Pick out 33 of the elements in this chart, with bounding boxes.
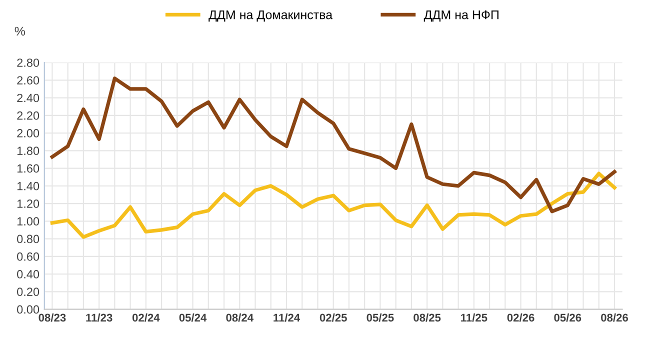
x-tick-label: 11/25 [461,313,488,322]
legend-label: ДДМ на Домакинства [208,10,333,22]
x-tick-label: 02/24 [132,313,160,322]
y-tick-label: 0.00 [17,305,40,314]
x-tick-label: 08/25 [414,313,441,322]
line-series [50,76,616,214]
y-tick-label: 2.60 [17,76,40,85]
x-tick-label: 11/24 [274,313,300,322]
x-tick-label: 08/26 [601,313,628,322]
y-tick-label: 1.40 [17,182,40,190]
x-tick-label: 02/26 [507,313,534,322]
x-tick-label: 08/24 [226,313,254,322]
x-tick-label: 05/26 [554,313,582,322]
y-axis-title: % [14,26,26,36]
x-tick-label: 11/23 [86,313,112,322]
y-tick-label: 1.60 [17,164,40,173]
x-tick-label: 08/23 [38,313,66,322]
y-tick-label: 2.20 [17,111,40,120]
y-tick-label: 2.40 [17,94,40,102]
y-tick-label: 0.60 [17,252,40,261]
y-tick-label: 2.80 [17,58,40,67]
y-tick-label: 0.20 [17,288,40,296]
y-tick-label: 0.40 [17,270,40,278]
x-tick-label: 02/25 [320,313,347,322]
y-tick-label: 1.20 [17,200,40,208]
y-tick-label: 1.00 [17,217,40,226]
x-tick-label: 05/24 [179,313,207,322]
y-tick-label: 2.00 [17,129,40,138]
x-tick-label: 05/25 [366,313,394,322]
legend-label: ДДМ на НФП [424,10,498,22]
y-tick-label: 1.80 [17,146,40,156]
y-tick-label: 0.80 [17,234,40,244]
line-series [50,172,616,239]
